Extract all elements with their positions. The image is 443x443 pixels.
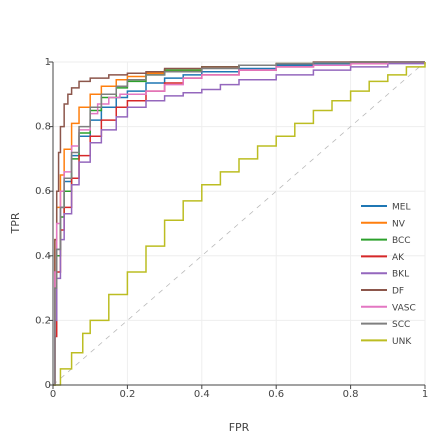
legend-label-bkl: BKL: [392, 270, 409, 280]
legend-label-df: DF: [392, 287, 404, 297]
legend-label-scc: SCC: [392, 320, 410, 330]
y-tick-label: 0.8: [35, 122, 51, 133]
y-tick-label: 0.4: [35, 251, 51, 262]
series-line-bkl: [53, 62, 426, 386]
x-tick-label: 0.8: [343, 389, 359, 400]
series-line-scc: [53, 61, 425, 386]
legend-label-nv: NV: [392, 219, 406, 229]
legend-label-mel: MEL: [392, 203, 410, 213]
x-tick-label: 0.2: [119, 389, 135, 400]
x-tick-label: 0.6: [268, 389, 284, 400]
series-line-vasc: [53, 61, 425, 386]
x-ticks: 0 0.2 0.4 0.6 0.8 1: [50, 385, 428, 400]
y-tick-label: 0.2: [35, 315, 51, 326]
legend-label-bcc: BCC: [392, 236, 411, 246]
diagonal-reference-line: [52, 61, 426, 386]
series-line-unk: [53, 62, 426, 386]
y-axis-title: TPR: [9, 212, 22, 234]
legend-label-vasc: VASC: [392, 303, 416, 313]
y-tick-label: 0: [45, 380, 51, 391]
y-tick-label: 0.6: [35, 186, 51, 197]
y-tick-label: 1: [45, 57, 51, 68]
x-axis-title: FPR: [229, 421, 250, 434]
legend: MEL NV BCC AK BKL DF VASC SCC UNK: [361, 203, 416, 347]
y-ticks: 0 0.2 0.4 0.6 0.8 1: [35, 57, 53, 391]
legend-label-ak: AK: [392, 253, 405, 263]
axes: [52, 62, 425, 386]
series-lines: [53, 61, 426, 386]
x-tick-label: 1: [422, 389, 428, 400]
legend-label-unk: UNK: [392, 337, 412, 347]
x-tick-label: 0.4: [194, 389, 210, 400]
x-tick-label: 0: [50, 389, 56, 400]
